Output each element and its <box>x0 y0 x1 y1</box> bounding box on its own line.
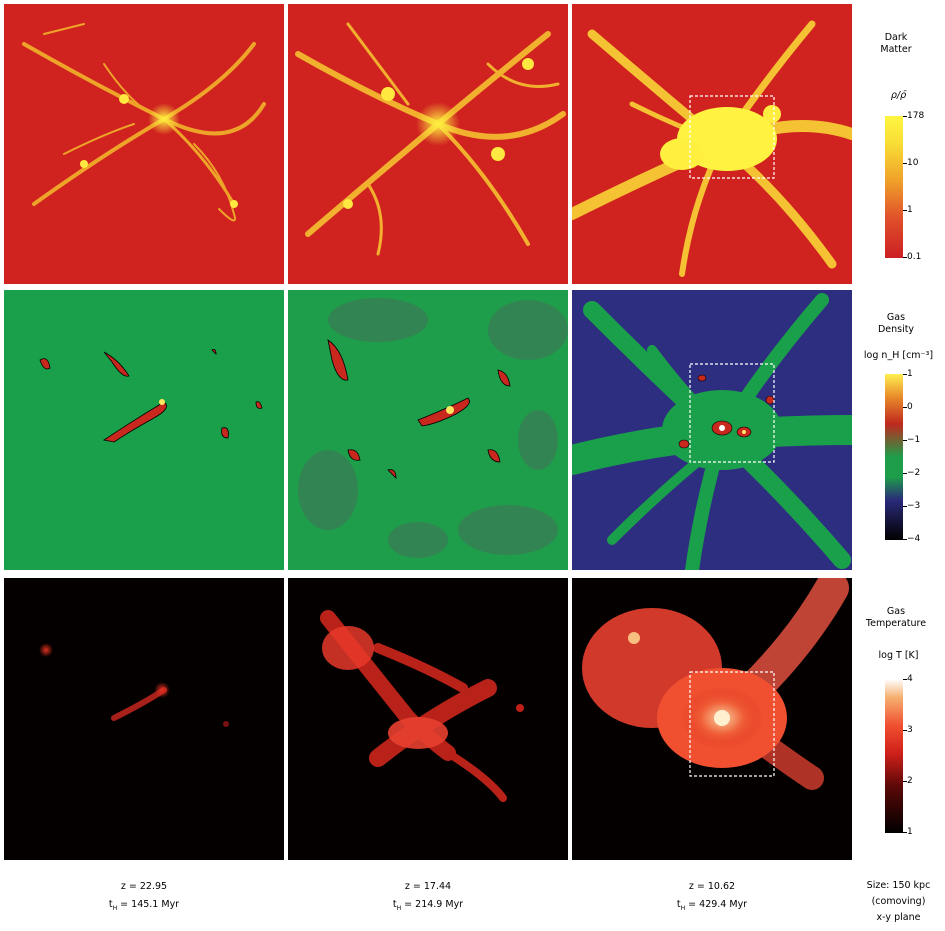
zoom-box <box>689 95 775 179</box>
colorbar-tick: 4 <box>907 674 913 684</box>
legend-dark-matter: Dark Matter ρ/ρ̄ 178 10 1 0.1 <box>852 4 945 284</box>
legend-gas-temperature: Gas Temperature log T [K] 4 3 2 1 <box>852 578 945 860</box>
panel-dm-z10 <box>572 4 852 284</box>
dark-matter-map <box>572 4 852 284</box>
legend-label: log T [K] <box>878 650 919 661</box>
colorbar-tick: 2 <box>907 776 913 786</box>
legend-title-line: Dark <box>884 32 908 43</box>
legend-label: ρ/ρ̄ <box>890 90 907 101</box>
colorbar <box>885 679 903 833</box>
zoom-box <box>689 671 775 777</box>
time-label: tH = 214.9 Myr <box>392 899 464 912</box>
panel-gas-density-z22 <box>4 290 284 570</box>
panel-dm-z22 <box>4 4 284 284</box>
panel-gas-temp-z17 <box>288 578 568 860</box>
panel-gas-temp-z22 <box>4 578 284 860</box>
legend-title-line: Density <box>877 324 915 335</box>
zoom-box <box>689 363 775 463</box>
colorbar <box>885 374 903 540</box>
colorbar-tick: 0.1 <box>907 252 922 262</box>
gas-density-map <box>288 290 568 570</box>
colorbar-tick: −4 <box>907 534 921 544</box>
legend-title-line: Matter <box>880 44 912 55</box>
colorbar <box>885 116 903 258</box>
colorbar-tick: −1 <box>907 435 921 445</box>
gas-temperature-map <box>4 578 284 860</box>
dark-matter-map <box>4 4 284 284</box>
redshift-label: z = 22.95 <box>120 881 168 892</box>
panel-dm-z17 <box>288 4 568 284</box>
dark-matter-map <box>288 4 568 284</box>
time-label: tH = 145.1 Myr <box>108 899 180 912</box>
colorbar-tick: 1 <box>907 827 913 837</box>
colorbar-tick: 10 <box>907 158 919 168</box>
gas-density-map <box>572 290 852 570</box>
gas-temperature-map <box>572 578 852 860</box>
legend-title-line: Temperature <box>865 618 927 629</box>
panel-gas-density-z17 <box>288 290 568 570</box>
colorbar-tick: −2 <box>907 468 921 478</box>
column-caption-3: z = 10.62 tH = 429.4 Myr <box>612 878 812 918</box>
legend-title-line: Gas <box>886 606 906 617</box>
colorbar-tick: 1 <box>907 205 913 215</box>
legend-gas-density: Gas Density log n_H [cm⁻³] 1 0 −1 −2 −3 … <box>852 290 945 570</box>
column-caption-2: z = 17.44 tH = 214.9 Myr <box>328 878 528 918</box>
panel-gas-density-z10 <box>572 290 852 570</box>
colorbar-tick: 0 <box>907 402 913 412</box>
column-caption-1: z = 22.95 tH = 145.1 Myr <box>44 878 244 918</box>
panel-gas-temp-z10 <box>572 578 852 860</box>
size-caption: Size: 150 kpc (comoving) x-y plane <box>852 878 945 926</box>
size-caption-line: x-y plane <box>876 912 921 923</box>
redshift-label: z = 17.44 <box>404 881 452 892</box>
size-caption-line: Size: 150 kpc <box>866 880 931 891</box>
colorbar-tick: 3 <box>907 725 913 735</box>
colorbar-tick: 1 <box>907 369 913 379</box>
colorbar-tick: −3 <box>907 501 921 511</box>
gas-temperature-map <box>288 578 568 860</box>
gas-density-map <box>4 290 284 570</box>
legend-label: log n_H [cm⁻³] <box>863 350 934 361</box>
redshift-label: z = 10.62 <box>688 881 736 892</box>
size-caption-line: (comoving) <box>871 896 926 907</box>
legend-title-line: Gas <box>886 312 906 323</box>
colorbar-tick: 178 <box>907 111 925 121</box>
time-label: tH = 429.4 Myr <box>676 899 748 912</box>
